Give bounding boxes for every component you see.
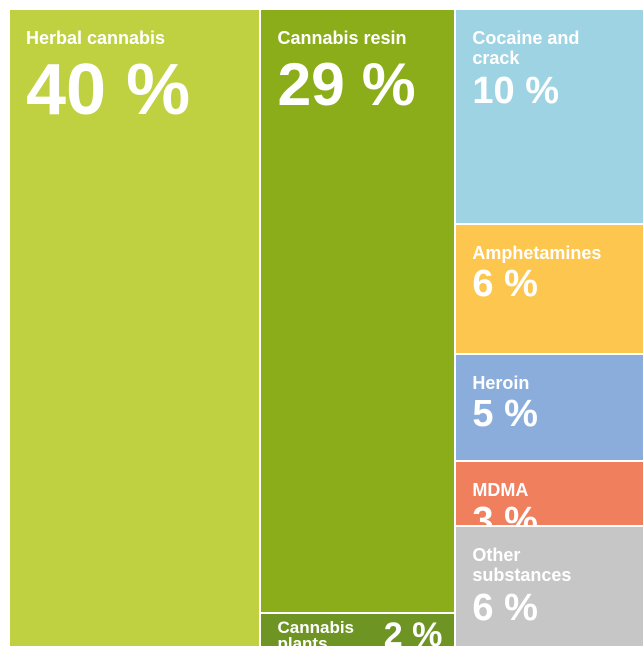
tile: Heroin 5 % bbox=[456, 354, 643, 461]
tile: Cannabis plants 2 % bbox=[261, 614, 455, 646]
tile: Amphetamines 6 % bbox=[456, 225, 643, 353]
tile-label: Amphetamines bbox=[472, 243, 602, 264]
tile-value: 3 % bbox=[472, 500, 538, 525]
tile-label: Cannabis resin bbox=[277, 28, 407, 48]
tile-label: Cocaine and crack bbox=[472, 28, 580, 68]
tile-value: 6 % bbox=[472, 586, 538, 629]
tile-value: 2 % bbox=[383, 616, 443, 646]
tile-value: 29 % bbox=[277, 50, 416, 118]
tile-label: Cannabis plants bbox=[277, 618, 355, 646]
tile-value: 40 % bbox=[26, 50, 191, 130]
tile: Herbal cannabis 40 % bbox=[10, 10, 260, 646]
tile-value: 5 % bbox=[472, 392, 538, 435]
tile-label: Heroin bbox=[472, 372, 530, 393]
tile-value: 10 % bbox=[472, 70, 559, 112]
tile-label: Herbal cannabis bbox=[26, 28, 166, 48]
tile-value: 6 % bbox=[472, 263, 538, 306]
tile: MDMA 3 % bbox=[456, 462, 643, 525]
tile-label: MDMA bbox=[472, 480, 529, 501]
tile: Other substances 6 % bbox=[456, 526, 643, 646]
tile: Cocaine and crack 10 % bbox=[456, 10, 643, 224]
tile: Cannabis resin 29 % bbox=[261, 10, 455, 613]
tile-label: Other substances bbox=[472, 544, 572, 585]
